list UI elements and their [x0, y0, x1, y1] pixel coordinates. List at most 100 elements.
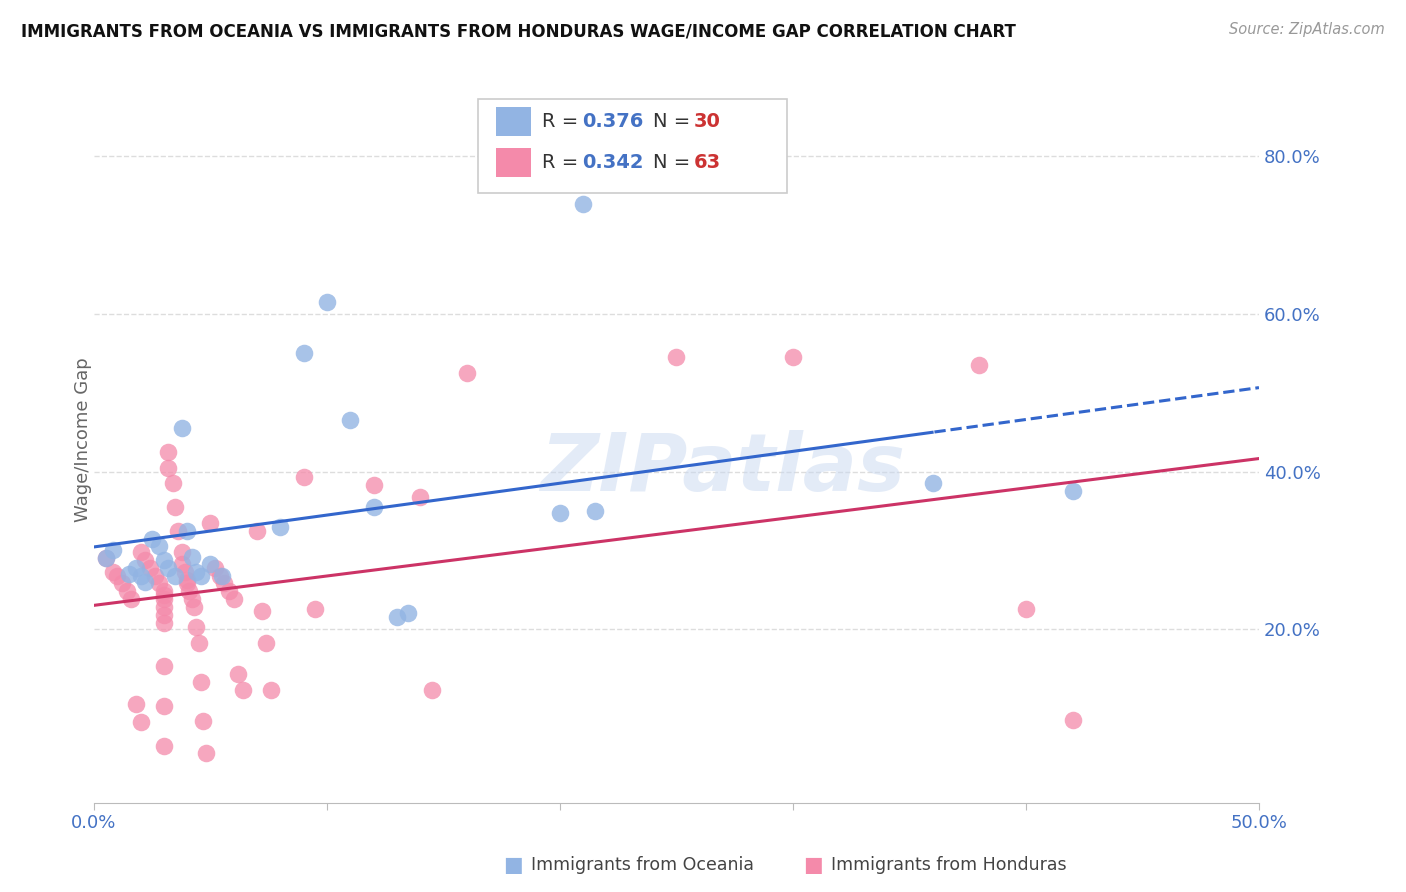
- Point: [148, 576, 170, 591]
- Point: [260, 682, 283, 697]
- FancyBboxPatch shape: [496, 148, 531, 177]
- Point: [1015, 602, 1038, 616]
- Point: [153, 659, 176, 673]
- Point: [134, 574, 156, 589]
- Point: [148, 540, 170, 554]
- Point: [194, 746, 217, 760]
- Point: [165, 568, 187, 582]
- Point: [153, 584, 176, 599]
- Point: [129, 568, 152, 582]
- Point: [204, 560, 226, 574]
- Point: [254, 635, 277, 649]
- Point: [232, 682, 254, 697]
- Point: [118, 567, 141, 582]
- Point: [153, 739, 176, 753]
- Text: ZIPatlas: ZIPatlas: [540, 430, 905, 508]
- Point: [157, 445, 180, 459]
- Point: [166, 524, 188, 538]
- Text: Immigrants from Oceania: Immigrants from Oceania: [531, 856, 755, 874]
- Text: ■: ■: [803, 855, 823, 875]
- Point: [665, 351, 688, 365]
- Point: [157, 460, 180, 475]
- Point: [246, 524, 269, 538]
- Point: [292, 470, 315, 484]
- Point: [456, 366, 478, 380]
- Point: [129, 545, 152, 559]
- Text: Immigrants from Honduras: Immigrants from Honduras: [831, 856, 1067, 874]
- Point: [157, 560, 180, 574]
- Text: R =: R =: [543, 112, 585, 131]
- Point: [176, 576, 198, 591]
- Text: ■: ■: [503, 855, 523, 875]
- Point: [153, 615, 176, 630]
- Point: [183, 600, 205, 615]
- Point: [190, 568, 212, 582]
- Point: [165, 500, 187, 514]
- Point: [186, 620, 208, 634]
- Text: 30: 30: [695, 112, 721, 131]
- Point: [111, 576, 134, 591]
- Point: [125, 560, 148, 574]
- Point: [172, 557, 194, 571]
- Point: [921, 476, 943, 491]
- Point: [94, 551, 117, 566]
- Point: [94, 551, 117, 566]
- Point: [269, 519, 291, 533]
- Point: [339, 413, 361, 427]
- Point: [125, 697, 148, 711]
- Point: [101, 566, 124, 580]
- Point: [208, 568, 231, 582]
- Point: [420, 682, 443, 697]
- Point: [363, 478, 385, 492]
- Point: [211, 568, 233, 582]
- Point: [363, 500, 385, 514]
- FancyBboxPatch shape: [478, 99, 787, 194]
- Text: 63: 63: [695, 153, 721, 172]
- Point: [143, 568, 166, 582]
- Point: [228, 667, 250, 681]
- Point: [101, 543, 124, 558]
- Point: [180, 592, 202, 607]
- Point: [176, 573, 198, 587]
- Point: [141, 532, 163, 546]
- Point: [214, 576, 236, 591]
- Point: [200, 557, 222, 571]
- Text: N =: N =: [654, 112, 696, 131]
- Point: [548, 506, 571, 520]
- Point: [1062, 484, 1084, 499]
- Point: [316, 295, 339, 310]
- Point: [292, 346, 315, 360]
- Point: [218, 584, 240, 599]
- Text: N =: N =: [654, 153, 696, 172]
- Point: [134, 553, 156, 567]
- Point: [572, 196, 595, 211]
- Text: 0.376: 0.376: [582, 112, 644, 131]
- Point: [583, 504, 606, 518]
- Point: [172, 421, 194, 435]
- Point: [180, 549, 202, 564]
- Point: [153, 699, 176, 714]
- Point: [193, 714, 215, 729]
- Y-axis label: Wage/Income Gap: Wage/Income Gap: [75, 358, 91, 523]
- Point: [153, 607, 176, 622]
- Text: IMMIGRANTS FROM OCEANIA VS IMMIGRANTS FROM HONDURAS WAGE/INCOME GAP CORRELATION : IMMIGRANTS FROM OCEANIA VS IMMIGRANTS FR…: [21, 22, 1017, 40]
- Point: [969, 358, 991, 372]
- FancyBboxPatch shape: [496, 107, 531, 136]
- Point: [139, 560, 162, 574]
- Point: [385, 610, 408, 624]
- Point: [173, 565, 195, 579]
- Point: [153, 600, 176, 615]
- Point: [186, 566, 208, 580]
- Point: [200, 516, 222, 530]
- Point: [179, 584, 201, 599]
- Point: [176, 524, 198, 538]
- Point: [250, 604, 273, 618]
- Point: [222, 592, 245, 607]
- Point: [409, 490, 432, 504]
- Point: [187, 635, 209, 649]
- Point: [153, 553, 176, 567]
- Point: [105, 568, 128, 582]
- Point: [398, 607, 420, 621]
- Text: Source: ZipAtlas.com: Source: ZipAtlas.com: [1229, 22, 1385, 37]
- Point: [190, 675, 212, 690]
